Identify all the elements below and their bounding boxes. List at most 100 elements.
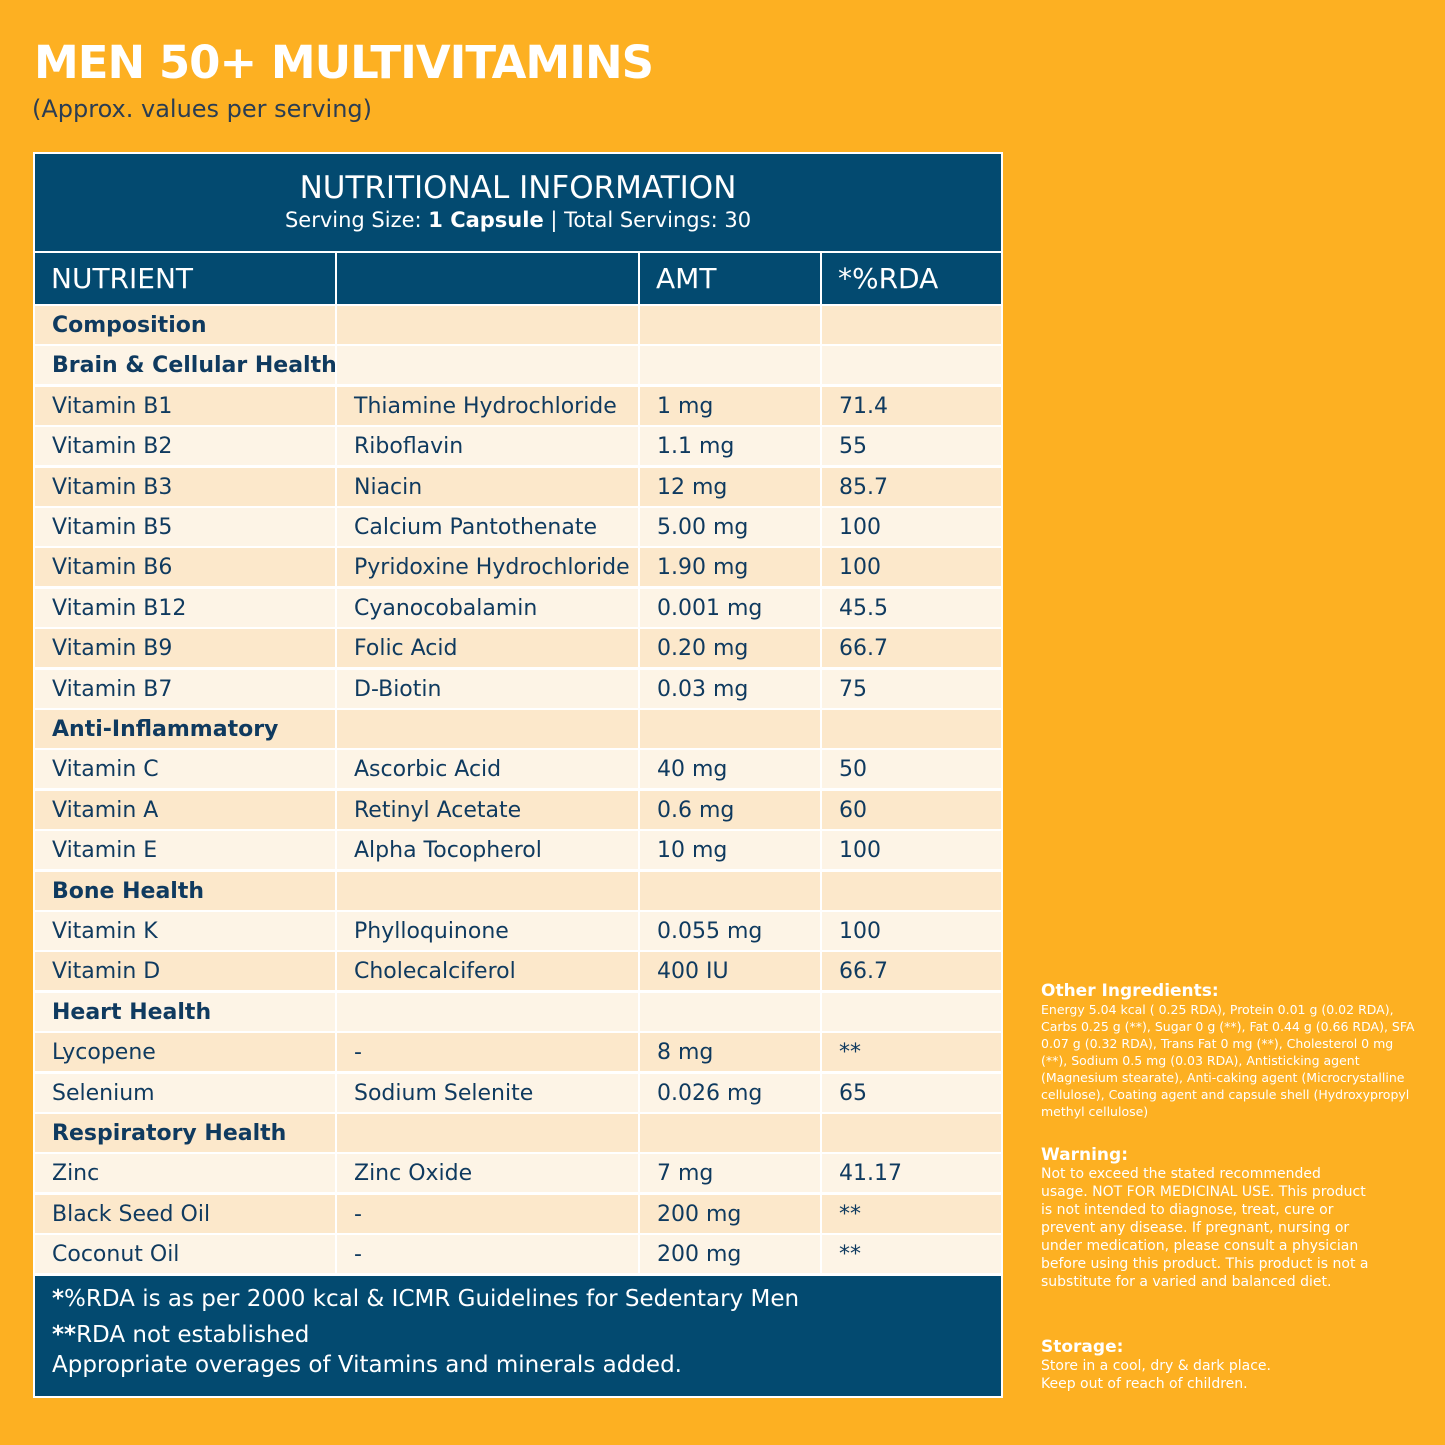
nutrition-heading-bar: NUTRITIONAL INFORMATION Serving Size: 1 … xyxy=(35,154,1001,251)
nutrient-name: Coconut Oil xyxy=(35,1235,335,1274)
nutrient-name: Vitamin D xyxy=(35,952,335,991)
nutrient-amount xyxy=(640,992,820,1031)
table-row: Vitamin B5 Calcium Pantothenate 5.00 mg 100 xyxy=(35,508,1001,546)
nutrient-rda xyxy=(822,871,1001,910)
nutrient-amount: 1.1 mg xyxy=(640,427,820,466)
warning-section: Warning: Not to exceed the stated recomm… xyxy=(1041,1145,1371,1291)
table-row: Black Seed Oil -200 mg ** xyxy=(35,1194,1001,1233)
nutrient-rda: ** xyxy=(822,1194,1001,1233)
storage-line-2: Keep out of reach of children. xyxy=(1041,1376,1248,1392)
nutrient-source xyxy=(337,710,638,748)
nutrient-amount: 0.001 mg xyxy=(640,588,820,627)
nutrient-source xyxy=(337,992,638,1031)
storage-title: Storage: xyxy=(1041,1337,1124,1357)
nutrient-amount: 200 mg xyxy=(640,1235,820,1274)
nutrient-rda: 45.5 xyxy=(822,588,1001,627)
nutrient-amount xyxy=(640,1114,820,1152)
nutrient-name: Vitamin B2 xyxy=(35,427,335,466)
serving-separator: | Total Servings: xyxy=(543,208,725,232)
nutrient-amount: 40 mg xyxy=(640,750,820,789)
section-row: Composition xyxy=(35,306,1001,344)
nutrient-name: Vitamin B9 xyxy=(35,629,335,668)
nutrient-amount: 7 mg xyxy=(640,1154,820,1193)
nutrient-name: Vitamin C xyxy=(35,750,335,789)
nutrient-source: Folic Acid xyxy=(337,629,638,668)
footnote-mark: ** xyxy=(52,1322,77,1348)
section-row: Respiratory Health xyxy=(35,1114,1001,1152)
page-subtitle: (Approx. values per serving) xyxy=(32,95,372,123)
nutrient-amount: 0.6 mg xyxy=(640,790,820,829)
footnote-text: %RDA is as per 2000 kcal & ICMR Guidelin… xyxy=(64,1286,800,1312)
table-row: Vitamin B2 Riboflavin 1.1 mg 55 xyxy=(35,427,1001,466)
nutrient-rda: 85.7 xyxy=(822,467,1001,506)
other-ingredients: Other Ingredients: Energy 5.04 kcal ( 0.… xyxy=(1041,981,1421,1120)
section-row: Anti-Inflammatory xyxy=(35,710,1001,748)
nutrient-name: Vitamin B7 xyxy=(35,669,335,708)
nutrient-source: Pyridoxine Hydrochloride xyxy=(337,548,638,587)
table-row: Vitamin B6 Pyridoxine Hydrochloride 1.90 m… xyxy=(35,548,1001,587)
table-row: Lycopene -8 mg ** xyxy=(35,1033,1001,1072)
nutrient-amount: 0.03 mg xyxy=(640,669,820,708)
nutrient-name: Vitamin B5 xyxy=(35,508,335,546)
page-title: MEN 50+ MULTIVITAMINS xyxy=(34,36,654,89)
table-row: Vitamin B3 Niacin 12 mg 85.7 xyxy=(35,467,1001,506)
nutrient-name: Vitamin E xyxy=(35,831,335,870)
nutrient-rda: 100 xyxy=(822,831,1001,870)
nutrient-rda: 66.7 xyxy=(822,629,1001,668)
nutrient-rda: 66.7 xyxy=(822,952,1001,991)
table-row: Vitamin B7 D-Biotin 0.03 mg 75 xyxy=(35,669,1001,708)
nutrient-name: Vitamin B12 xyxy=(35,588,335,627)
nutrient-rda: ** xyxy=(822,1235,1001,1274)
nutrient-amount: 200 mg xyxy=(640,1194,820,1233)
table-row: Selenium Sodium Selenite 0.026 mg 65 xyxy=(35,1073,1001,1112)
footnote-text: RDA not established xyxy=(76,1322,310,1348)
column-header-rda: *%RDA xyxy=(822,253,1001,304)
nutrient-rda: 50 xyxy=(822,750,1001,789)
nutrient-name: Lycopene xyxy=(35,1033,335,1072)
nutrient-name: Black Seed Oil xyxy=(35,1194,335,1233)
table-row: Vitamin B9 Folic Acid 0.20 mg 66.7 xyxy=(35,629,1001,668)
nutrient-name: Zinc xyxy=(35,1154,335,1193)
footnote-overages: Appropriate overages of Vitamins and min… xyxy=(52,1352,682,1378)
column-header-amount: AMT xyxy=(640,253,820,304)
nutrient-source: Zinc Oxide xyxy=(337,1154,638,1193)
total-servings-value: 30 xyxy=(724,208,752,232)
nutrient-amount xyxy=(640,346,820,385)
nutrient-amount: 0.055 mg xyxy=(640,912,820,950)
warning-text: Not to exceed the stated recommended usa… xyxy=(1041,1166,1369,1290)
table-row: Vitamin E Alpha Tocopherol 10 mg 100 xyxy=(35,831,1001,870)
nutrient-source: - xyxy=(337,1194,638,1233)
footnote-rda: *%RDA is as per 2000 kcal & ICMR Guideli… xyxy=(52,1286,799,1312)
table-row: Vitamin C Ascorbic Acid 40 mg 50 xyxy=(35,750,1001,789)
nutrient-source: D-Biotin xyxy=(337,669,638,708)
nutrient-source: Phylloquinone xyxy=(337,912,638,950)
nutrient-source: - xyxy=(337,1235,638,1274)
nutrient-source: Cyanocobalamin xyxy=(337,588,638,627)
table-row: Zinc Zinc Oxide 7 mg 41.17 xyxy=(35,1154,1001,1193)
column-header-nutrient: NUTRIENT xyxy=(35,253,335,304)
section-row: Brain & Cellular Health xyxy=(35,346,1001,385)
footnote-not-established: **RDA not established xyxy=(52,1322,309,1348)
nutrient-rda: 60 xyxy=(822,790,1001,829)
nutrient-name: Heart Health xyxy=(35,992,335,1031)
nutrient-name: Brain & Cellular Health xyxy=(35,346,335,385)
other-ingredients-title: Other Ingredients: xyxy=(1041,981,1219,1001)
nutrient-source xyxy=(337,1114,638,1152)
nutrient-source: Sodium Selenite xyxy=(337,1073,638,1112)
nutrient-amount: 8 mg xyxy=(640,1033,820,1072)
nutrient-source xyxy=(337,306,638,344)
nutrient-rda xyxy=(822,710,1001,748)
storage-line-1: Store in a cool, dry & dark place. xyxy=(1041,1358,1271,1374)
other-ingredients-text: Energy 5.04 kcal ( 0.25 RDA), Protein 0.… xyxy=(1041,1002,1415,1119)
nutrient-amount: 1 mg xyxy=(640,386,820,425)
nutrient-source xyxy=(337,346,638,385)
nutrition-panel: NUTRITIONAL INFORMATION Serving Size: 1 … xyxy=(33,152,1003,1398)
footnotes: *%RDA is as per 2000 kcal & ICMR Guideli… xyxy=(35,1276,1001,1396)
nutrient-rda: 55 xyxy=(822,427,1001,466)
nutrient-amount: 0.20 mg xyxy=(640,629,820,668)
nutrient-amount: 10 mg xyxy=(640,831,820,870)
nutrient-rda: 100 xyxy=(822,912,1001,950)
table-row: Vitamin B1 Thiamine Hydrochloride 1 mg 71.4 xyxy=(35,386,1001,425)
table-row: Vitamin D Cholecalciferol 400 IU 66.7 xyxy=(35,952,1001,991)
nutrient-rda xyxy=(822,346,1001,385)
